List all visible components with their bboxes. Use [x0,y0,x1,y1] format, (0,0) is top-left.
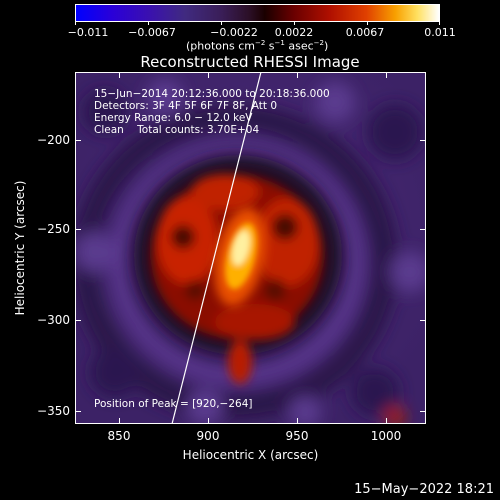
colorbar-tick-label: 0.0022 [274,26,314,39]
detectors-label: Detectors: 3F 4F 5F 6F 7F 8F, Att 0 [94,100,278,112]
x-tick [386,72,387,78]
y-tick [75,229,81,230]
energy-range-label: Energy Range: 6.0 − 12.0 keV [94,112,253,124]
solar-limb-line [171,72,262,424]
flare-source [151,174,323,384]
y-tick [420,320,426,321]
colorbar-tick-label: −0.0022 [210,26,258,39]
y-tick [75,320,81,321]
y-tick [420,229,426,230]
colorbar-tick [221,21,222,25]
y-axis-title: Heliocentric Y (arcsec) [13,180,27,316]
colorbar-tick [75,21,76,25]
y-tick-label: −250 [37,222,70,236]
colorbar-tick-label: −0.011 [67,26,109,39]
color-bar [75,4,440,22]
time-range-label: 15−Jun−2014 20:12:36.000 to 20:18:36.000 [94,88,330,100]
x-axis-title: Heliocentric X (arcsec) [182,448,319,462]
x-tick [119,418,120,424]
y-tick [420,140,426,141]
rhessi-image [75,72,426,424]
x-tick [208,72,209,78]
rhessi-image-canvas [75,72,426,424]
x-tick-label: 1000 [370,429,402,443]
colorbar-tick-label: 0.011 [424,26,456,39]
colorbar-units: (photons cm−2 s−1 asec−2) [186,39,329,53]
clean-counts-label: Clean Total counts: 3.70E+04 [94,124,260,136]
x-tick [119,72,120,78]
plot-title: Reconstructed RHESSI Image [140,53,360,71]
flare-peak [225,222,257,290]
x-tick-label: 900 [196,429,220,443]
footer-date: 15−May−2022 18:21 [354,482,494,497]
x-tick-label: 850 [107,429,131,443]
x-tick [297,72,298,78]
y-tick [75,140,81,141]
colorbar-tick [148,21,149,25]
x-tick-label: 950 [285,429,309,443]
colorbar-tick [367,21,368,25]
colorbar-tick-label: 0.0067 [345,26,385,39]
y-tick-label: −350 [37,404,70,418]
y-tick [420,411,426,412]
peak-position-label: Position of Peak = [920,−264] [94,398,253,410]
x-tick [386,418,387,424]
colorbar-tick-label: −0.0067 [128,26,176,39]
y-tick [75,411,81,412]
y-tick-label: −300 [37,313,70,327]
y-tick-label: −200 [37,133,70,147]
x-tick [208,418,209,424]
colorbar-tick [439,21,440,25]
colorbar-tick [294,21,295,25]
x-tick [297,418,298,424]
